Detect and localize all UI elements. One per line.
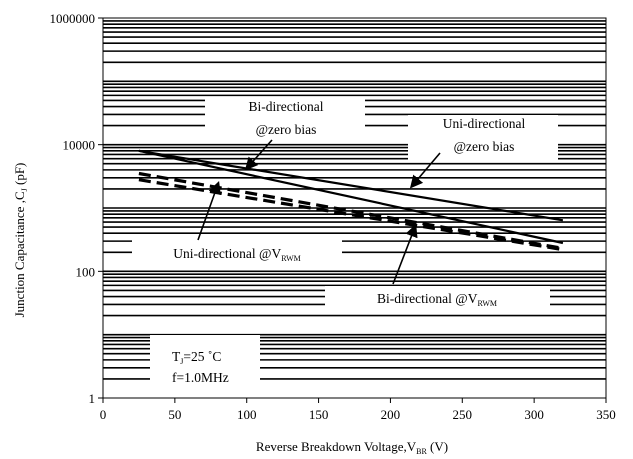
annotation-bi-zero-line2: @zero bias (256, 122, 317, 137)
annotation-arrow (392, 224, 418, 285)
x-tick-label: 150 (309, 407, 329, 422)
annotation-arrow (409, 152, 441, 189)
x-tick-label: 350 (596, 407, 616, 422)
annotation-background (408, 115, 558, 161)
y-tick-label: 100 (76, 264, 96, 279)
annotation-background (132, 240, 342, 266)
annotation-backgrounds (132, 97, 558, 390)
x-tick-label: 0 (100, 407, 107, 422)
annotation-arrows (197, 139, 441, 285)
x-tick-label: 200 (381, 407, 401, 422)
x-axis-label: Reverse Breakdown Voltage,VBR (V) (256, 439, 448, 456)
annotation-uni-zero-line1: Uni-directional (443, 116, 526, 131)
series-group (138, 149, 564, 252)
annotation-uni-rwm: Uni-directional @VRWM (173, 246, 301, 263)
annotation-bi-rwm: Bi-directional @VRWM (377, 291, 497, 308)
x-tick-label: 100 (237, 407, 257, 422)
x-tick-label: 250 (453, 407, 473, 422)
series-line (138, 149, 564, 222)
y-tick-label: 1 (89, 391, 96, 406)
annotation-bi-zero-line1: Bi-directional (249, 99, 324, 114)
x-tick-label: 50 (168, 407, 181, 422)
grid-lines (103, 20, 606, 380)
annotation-uni-zero-line2: @zero bias (454, 139, 515, 154)
x-tick-label: 300 (524, 407, 544, 422)
plot-frame (102, 17, 607, 399)
series-line (138, 149, 564, 245)
annotation-arrow (197, 180, 221, 241)
condition-temperature: TJ=25 ˚C (172, 349, 221, 366)
y-tick-label: 10000 (63, 138, 96, 153)
y-axis-label: Junction Capacitance ,CJ (pF) (12, 163, 29, 318)
x-axis-ticks: 0 50 100 150 200 250 300 350 (100, 398, 616, 422)
annotation-background (325, 286, 550, 312)
condition-frequency: f=1.0MHz (172, 370, 229, 385)
y-tick-label: 1000000 (50, 11, 96, 26)
annotation-arrow (244, 139, 273, 171)
annotation-background (205, 97, 365, 141)
y-axis-ticks: 1 100 10000 1000000 (50, 11, 103, 406)
annotation-background (150, 335, 260, 390)
